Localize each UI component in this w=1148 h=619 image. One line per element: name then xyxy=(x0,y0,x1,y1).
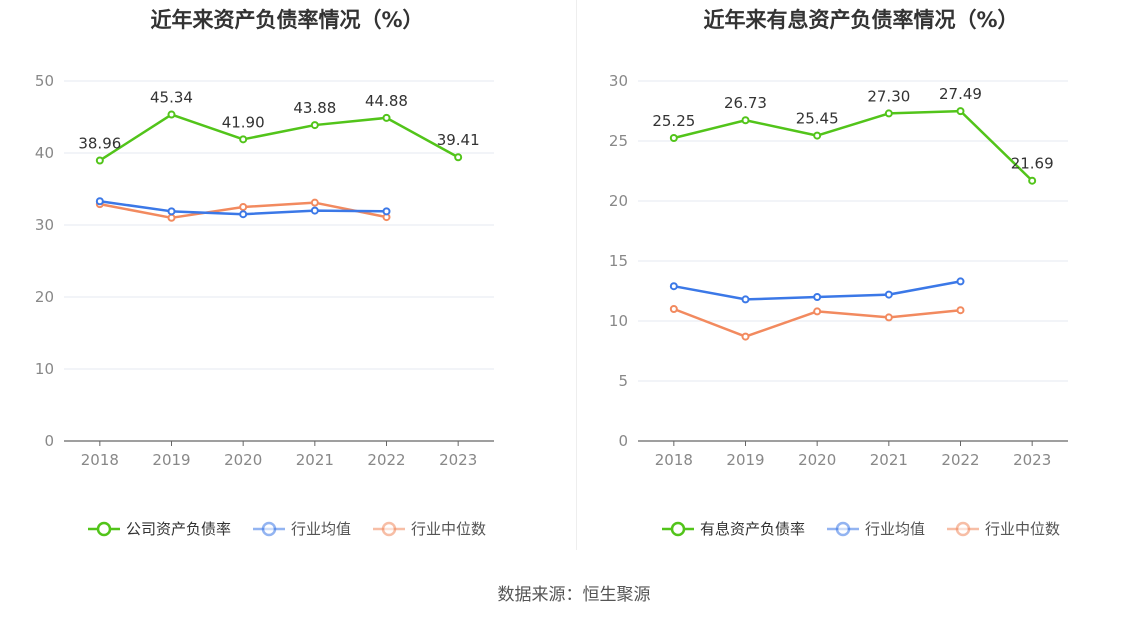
y-tick-label: 30 xyxy=(609,72,628,90)
legend-swatch-icon xyxy=(252,521,285,536)
data-point xyxy=(95,197,104,206)
data-point xyxy=(669,134,678,142)
data-point xyxy=(884,290,893,299)
x-tick-label: 2022 xyxy=(367,451,405,469)
legend-swatch-icon xyxy=(947,521,979,536)
data-label: 26.73 xyxy=(724,94,767,112)
x-tick-label: 2018 xyxy=(655,451,693,469)
data-point xyxy=(167,207,176,216)
source-label: 数据来源：恒生聚源 xyxy=(497,585,651,605)
data-label: 25.45 xyxy=(796,110,839,128)
x-tick-label: 2021 xyxy=(296,451,334,469)
data-point xyxy=(669,305,678,313)
data-point xyxy=(1028,176,1037,185)
legend-label: 有息资产负债率 xyxy=(699,520,805,538)
x-tick-label: 2022 xyxy=(941,451,979,469)
y-tick-label: 20 xyxy=(609,192,628,210)
legend-swatch-icon xyxy=(373,521,405,536)
series-line xyxy=(99,113,459,162)
y-tick-label: 25 xyxy=(609,132,628,150)
y-tick-label: 0 xyxy=(44,432,54,450)
legend-item[interactable]: 公司资产负债率 xyxy=(87,518,231,539)
data-label: 25.25 xyxy=(652,112,695,130)
data-point xyxy=(884,109,893,118)
series-line xyxy=(673,109,1034,182)
data-point xyxy=(310,198,319,207)
data-point xyxy=(382,207,391,216)
legend-item[interactable]: 行业中位数 xyxy=(373,518,486,539)
legend-item[interactable]: 行业均值 xyxy=(826,518,925,539)
data-point xyxy=(239,203,248,211)
data-point xyxy=(741,332,750,341)
y-tick-label: 10 xyxy=(35,360,54,378)
data-point xyxy=(239,135,248,144)
data-point xyxy=(741,295,750,304)
y-tick-label: 5 xyxy=(618,372,628,390)
legend-item[interactable]: 有息资产负债率 xyxy=(661,518,805,539)
chart-title: 近年来资产负债率情况（%） xyxy=(150,8,424,32)
panel-divider xyxy=(576,0,577,550)
data-label: 27.49 xyxy=(939,85,982,103)
chart-legend-left: 公司资产负债率 行业均值 行业中位数 xyxy=(0,518,574,539)
data-label: 21.69 xyxy=(1011,155,1054,173)
x-tick-label: 2019 xyxy=(152,451,190,469)
y-tick-label: 0 xyxy=(618,432,628,450)
data-label: 45.34 xyxy=(150,89,193,107)
data-label: 39.41 xyxy=(437,131,480,149)
data-point xyxy=(884,313,893,322)
data-point xyxy=(813,293,822,301)
data-label: 27.30 xyxy=(867,87,910,105)
y-tick-label: 10 xyxy=(609,312,628,330)
y-tick-label: 15 xyxy=(609,252,628,270)
data-label: 43.88 xyxy=(293,99,336,117)
y-tick-label: 30 xyxy=(35,216,54,234)
data-point xyxy=(741,116,750,125)
x-tick-label: 2020 xyxy=(224,451,262,469)
x-tick-label: 2018 xyxy=(81,451,119,469)
chart-panel-left: 近年来资产负债率情况（%） 0 10 20 30 40 50 2018 2019 2020 202… xyxy=(0,0,574,560)
data-point xyxy=(239,210,248,219)
chart-legend-right: 有息资产负债率 行业均值 行业中位数 xyxy=(574,518,1148,539)
data-label: 41.90 xyxy=(222,113,265,131)
chart-panel-right: 近年来有息资产负债率情况（%） 0 5 10 15 20 25 30 2018 2019 2020… xyxy=(574,0,1148,560)
data-point xyxy=(956,107,965,116)
data-point xyxy=(167,213,176,222)
data-point xyxy=(382,113,391,122)
chart-plot-left: 0 10 20 30 40 50 2018 2019 2020 2021 2022 2023 38.96… xyxy=(35,72,494,469)
data-label: 38.96 xyxy=(78,134,121,152)
data-point xyxy=(167,110,176,119)
data-point xyxy=(310,121,319,130)
x-tick-label: 2021 xyxy=(870,451,908,469)
legend-swatch-icon xyxy=(87,521,120,536)
data-point xyxy=(310,206,319,215)
y-tick-label: 20 xyxy=(35,288,54,306)
legend-swatch-icon xyxy=(826,521,859,536)
legend-label: 公司资产负债率 xyxy=(125,520,231,538)
data-label: 44.88 xyxy=(365,92,408,110)
data-point xyxy=(669,282,678,291)
legend-label: 行业中位数 xyxy=(985,520,1061,538)
legend-item[interactable]: 行业均值 xyxy=(252,518,351,539)
data-point xyxy=(454,153,463,162)
data-point xyxy=(95,156,104,165)
y-tick-label: 50 xyxy=(35,72,54,90)
y-tick-label: 40 xyxy=(35,144,54,162)
x-tick-label: 2019 xyxy=(726,451,764,469)
legend-swatch-icon xyxy=(661,521,694,536)
legend-label: 行业均值 xyxy=(864,520,925,538)
data-point xyxy=(956,277,965,286)
data-point xyxy=(956,306,965,315)
x-tick-label: 2023 xyxy=(439,451,477,469)
x-tick-label: 2020 xyxy=(798,451,836,469)
data-point xyxy=(813,307,822,316)
x-tick-label: 2023 xyxy=(1013,451,1051,469)
data-point xyxy=(813,131,822,140)
chart-title: 近年来有息资产负债率情况（%） xyxy=(703,8,1019,32)
legend-label: 行业中位数 xyxy=(411,520,487,538)
legend-label: 行业均值 xyxy=(290,520,351,538)
legend-item[interactable]: 行业中位数 xyxy=(947,518,1060,539)
chart-plot-right: 0 5 10 15 20 25 30 2018 2019 2020 2021 2022 2023 25.2… xyxy=(609,72,1068,469)
